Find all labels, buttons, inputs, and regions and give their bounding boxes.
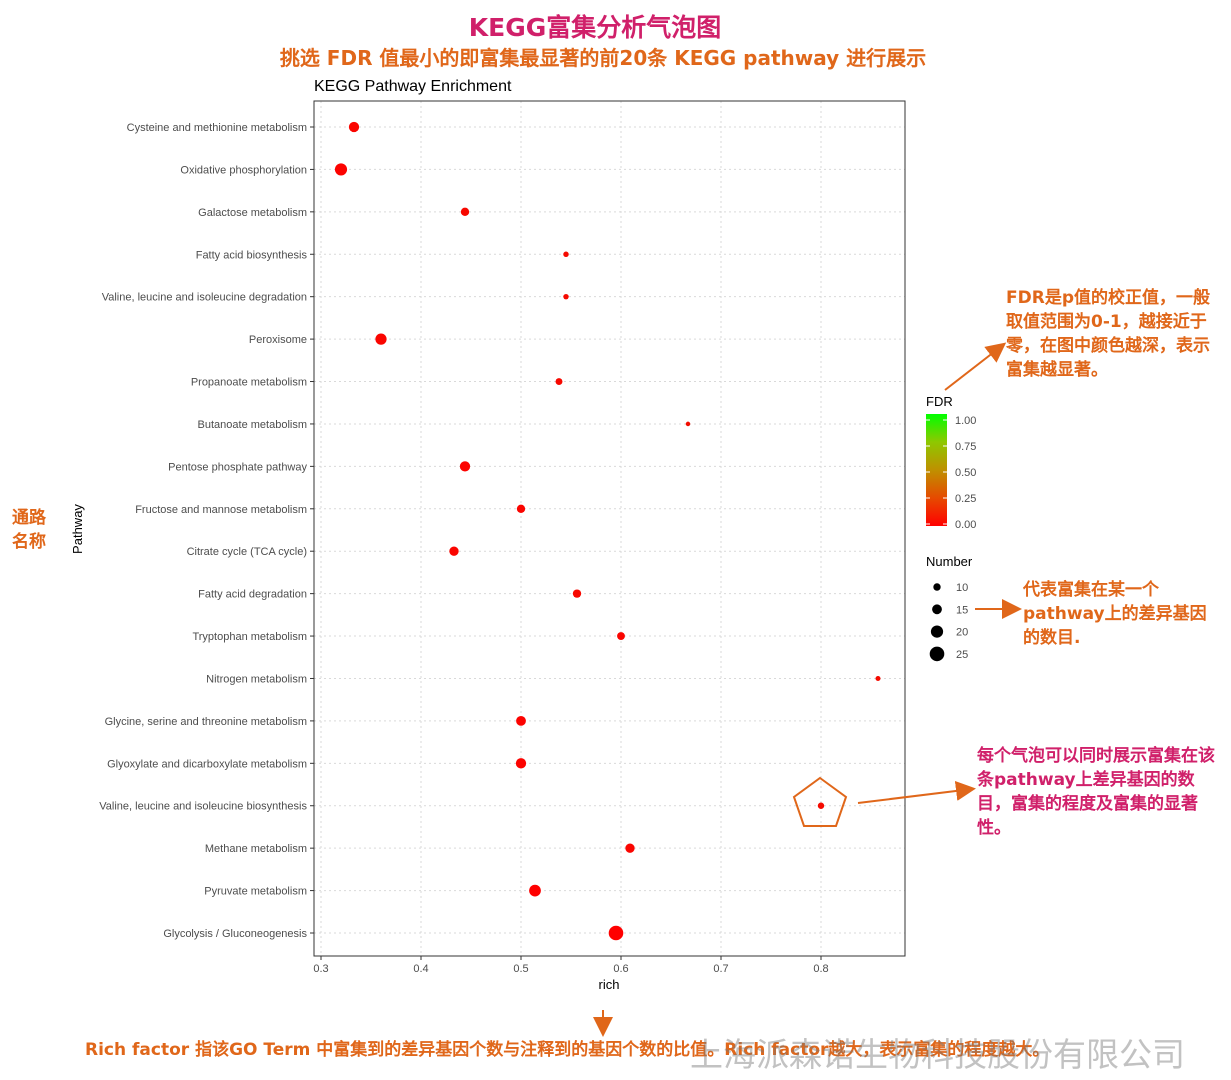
bubble-point (334, 163, 348, 176)
fdr-tick-label: 0.25 (955, 493, 976, 505)
number-legend-label: 20 (956, 627, 968, 639)
subtitle: 挑选 FDR 值最小的即富集最显著的前20条 KEGG pathway 进行展示 (279, 46, 927, 70)
fdr-tick-label: 0.50 (955, 467, 976, 479)
number-legend-dot (932, 604, 942, 615)
pathway-label: Valine, leucine and isoleucine degradati… (102, 292, 307, 304)
number-legend-dot (929, 646, 945, 662)
x-tick-label: 0.8 (813, 963, 828, 975)
x-axis-label: rich (599, 977, 620, 992)
bubble-point (516, 715, 526, 726)
x-tick-label: 0.6 (613, 963, 628, 975)
number-legend-dot (933, 583, 941, 591)
bubble-point (617, 632, 625, 640)
number-legend-dot (930, 625, 944, 638)
bubble-point (515, 758, 527, 769)
pathway-label: Cysteine and methionine metabolism (127, 122, 307, 134)
fdr-tick-label: 0.00 (955, 519, 976, 531)
watermark: 上海派森诺生物科技股份有限公司 (690, 1035, 1185, 1074)
x-tick-label: 0.5 (513, 963, 528, 975)
pathway-label: Peroxisome (249, 334, 307, 346)
fdr-arrow (944, 342, 1007, 391)
pathway-label: Fructose and mannose metabolism (135, 504, 307, 516)
pathway-label: Methane metabolism (205, 843, 307, 855)
bubble-point (459, 461, 471, 472)
grid-lines (314, 101, 905, 956)
bubble-point (563, 293, 569, 300)
bubble-point (449, 546, 459, 556)
bubble-point (375, 333, 387, 345)
pathway-label: Glycine, serine and threonine metabolism (105, 716, 307, 728)
x-tick-label: 0.3 (313, 963, 328, 975)
number-legend-label: 25 (956, 649, 968, 661)
pathway-label: Nitrogen metabolism (206, 673, 307, 685)
pathway-label: Butanoate metabolism (198, 419, 307, 431)
pathway-label: Pyruvate metabolism (204, 886, 307, 898)
x-tick-label: 0.4 (413, 963, 428, 975)
bubble-point (348, 121, 360, 133)
plot-panel-border (313, 100, 906, 957)
pathway-label: Glycolysis / Gluconeogenesis (163, 928, 307, 940)
bubble-point (529, 884, 541, 897)
number-legend-title: Number (926, 554, 973, 569)
pathway-label: Galactose metabolism (198, 207, 307, 219)
chart-title: KEGG Pathway Enrichment (314, 78, 512, 95)
fdr-legend-title: FDR (926, 394, 953, 409)
pathway-label: Tryptophan metabolism (192, 631, 307, 643)
y-axis-label: Pathway (70, 504, 85, 554)
pathway-label: Glyoxylate and dicarboxylate metabolism (107, 758, 307, 770)
rich-factor-annotation: Rich factor 指该GO Term 中富集到的差异基因个数与注释到的基因… (85, 1040, 1050, 1060)
fdr-tick-label: 1.00 (955, 415, 976, 427)
bubble-annotation: 每个气泡可以同时展示富集在该条pathway上差异基因的数目，富集的程度及富集的… (977, 746, 1215, 838)
bubble-point (563, 251, 569, 258)
number-annotation: 代表富集在某一个pathway上的差异基因的数目. (1023, 580, 1207, 648)
bubble-point (625, 843, 635, 853)
pathway-label: Propanoate metabolism (191, 377, 307, 389)
bubble-point (572, 589, 582, 598)
highlight-pentagon (792, 776, 848, 827)
fdr-tick-label: 0.75 (955, 441, 976, 453)
bubble-point (460, 207, 470, 217)
bubble-arrow (857, 781, 976, 804)
fdr-annotation: FDR是p值的校正值，一般取值范围为0-1，越接近于零，在图中颜色越深，表示富集… (1006, 288, 1210, 380)
bubble-point (875, 675, 881, 681)
number-legend-label: 10 (956, 582, 968, 594)
fdr-colorbar (926, 414, 947, 526)
pathway-label: Pentose phosphate pathway (168, 461, 307, 473)
bubble-point (555, 378, 563, 385)
pathway-label: Citrate cycle (TCA cycle) (187, 546, 307, 558)
bubble-point (516, 504, 526, 513)
pathway-label: Fatty acid degradation (198, 589, 307, 601)
bubble-point (817, 802, 825, 809)
pathway-annotation: 通路名称 (12, 508, 46, 552)
pathway-label: Valine, leucine and isoleucine biosynthe… (99, 801, 307, 813)
pathway-label: Fatty acid biosynthesis (196, 249, 308, 261)
main-title: KEGG富集分析气泡图 (468, 13, 722, 42)
bubble-point (685, 421, 691, 427)
pathway-label: Oxidative phosphorylation (180, 164, 307, 176)
number-legend-label: 15 (956, 604, 968, 616)
bubble-point (608, 925, 624, 941)
x-tick-label: 0.7 (713, 963, 728, 975)
